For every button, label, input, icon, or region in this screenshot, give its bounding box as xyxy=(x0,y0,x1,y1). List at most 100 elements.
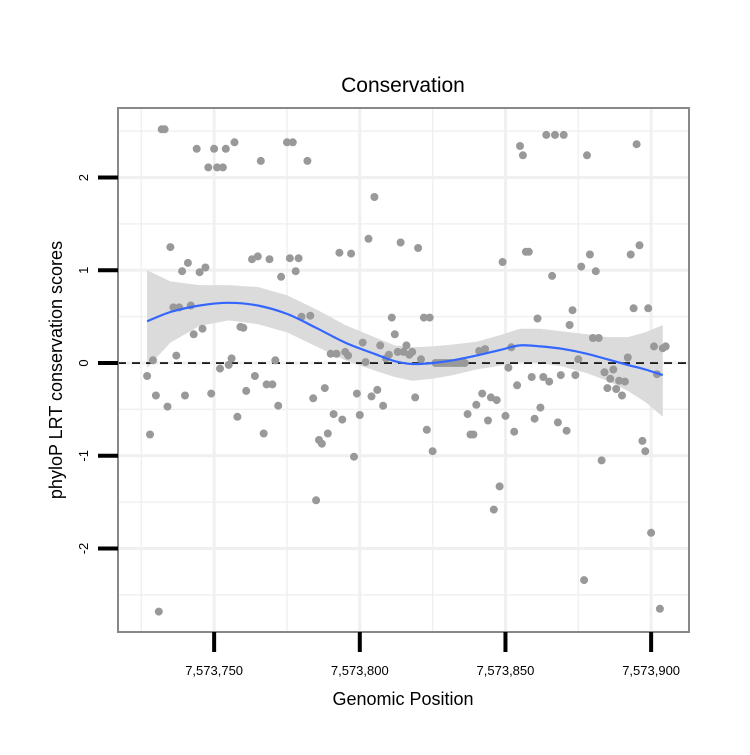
data-point xyxy=(323,429,332,438)
x-tick-label: 7,573,850 xyxy=(477,663,535,678)
data-point xyxy=(361,358,370,367)
data-point xyxy=(498,258,507,266)
data-point xyxy=(166,243,175,252)
data-point xyxy=(207,389,216,398)
data-point xyxy=(195,268,204,277)
data-point xyxy=(650,342,658,351)
data-point xyxy=(216,364,224,373)
data-point xyxy=(402,341,411,350)
data-point xyxy=(469,430,478,439)
data-point xyxy=(481,345,490,354)
data-point xyxy=(242,386,251,395)
data-point xyxy=(516,142,524,150)
data-point xyxy=(169,303,178,312)
data-point xyxy=(408,347,417,356)
confidence-band-layer xyxy=(147,270,663,417)
data-point xyxy=(309,394,318,403)
data-point xyxy=(390,330,399,339)
data-point xyxy=(518,151,527,160)
data-point xyxy=(213,163,222,172)
data-point xyxy=(620,377,629,386)
data-point xyxy=(632,140,641,149)
data-point xyxy=(530,414,539,423)
data-point xyxy=(647,528,656,537)
data-point xyxy=(350,452,358,461)
data-point xyxy=(568,306,577,315)
data-point xyxy=(513,381,522,390)
data-point xyxy=(291,267,300,276)
data-point xyxy=(149,356,157,365)
data-point xyxy=(591,267,600,276)
data-point xyxy=(594,334,603,342)
data-point xyxy=(294,254,303,263)
data-point xyxy=(655,604,664,613)
data-point xyxy=(641,447,650,456)
data-point xyxy=(146,430,154,439)
data-point xyxy=(338,415,347,424)
y-axis-title: phyloP LRT conservation scores xyxy=(46,241,66,499)
y-tick-label: -2 xyxy=(76,543,91,555)
data-point xyxy=(635,241,644,250)
y-tick-label: -1 xyxy=(76,450,91,462)
data-point xyxy=(629,304,638,313)
data-point xyxy=(626,250,635,259)
data-point xyxy=(376,341,385,350)
data-point xyxy=(326,349,335,358)
data-point xyxy=(417,355,425,364)
data-point xyxy=(574,355,583,364)
data-point xyxy=(577,262,586,271)
data-point xyxy=(460,359,469,367)
data-point xyxy=(355,411,364,419)
data-point xyxy=(623,353,632,362)
data-point xyxy=(463,410,472,419)
data-point xyxy=(172,351,181,360)
data-point xyxy=(370,193,379,201)
smooth-line-layer xyxy=(146,301,664,377)
data-point xyxy=(545,377,554,386)
data-point xyxy=(259,429,268,438)
data-point xyxy=(548,271,557,280)
data-point xyxy=(585,250,594,259)
data-point xyxy=(393,347,402,356)
data-point xyxy=(250,372,259,380)
data-point xyxy=(358,338,367,347)
data-point xyxy=(580,576,589,585)
data-point xyxy=(603,384,612,393)
data-point xyxy=(204,163,213,172)
data-point xyxy=(317,439,326,448)
data-point xyxy=(285,254,294,263)
data-point xyxy=(644,304,653,313)
data-point xyxy=(256,156,265,165)
data-point xyxy=(268,380,277,389)
data-point xyxy=(414,244,423,252)
data-point xyxy=(201,263,210,272)
data-point xyxy=(504,363,513,372)
data-point xyxy=(527,373,536,381)
x-tick-label: 7,573,750 xyxy=(185,663,243,678)
data-point xyxy=(484,416,492,425)
data-point xyxy=(364,234,373,243)
data-point xyxy=(542,130,551,139)
data-point xyxy=(562,426,571,435)
data-point xyxy=(536,403,545,412)
points-layer xyxy=(143,125,670,616)
data-point xyxy=(367,392,376,401)
data-point xyxy=(583,151,591,160)
data-point xyxy=(303,156,312,165)
data-point xyxy=(425,313,434,322)
data-point xyxy=(428,447,437,456)
chart-title: Conservation xyxy=(341,74,465,97)
y-tick-label: 2 xyxy=(76,174,91,181)
data-point xyxy=(510,427,519,436)
data-point xyxy=(143,372,152,380)
data-point xyxy=(379,401,388,410)
data-point xyxy=(661,342,670,351)
data-point xyxy=(606,374,615,383)
data-point xyxy=(192,144,201,153)
x-axis-title: Genomic Position xyxy=(332,689,473,709)
data-point xyxy=(489,505,498,514)
data-point xyxy=(618,391,626,400)
data-point xyxy=(396,238,405,247)
confidence-band xyxy=(147,270,663,417)
